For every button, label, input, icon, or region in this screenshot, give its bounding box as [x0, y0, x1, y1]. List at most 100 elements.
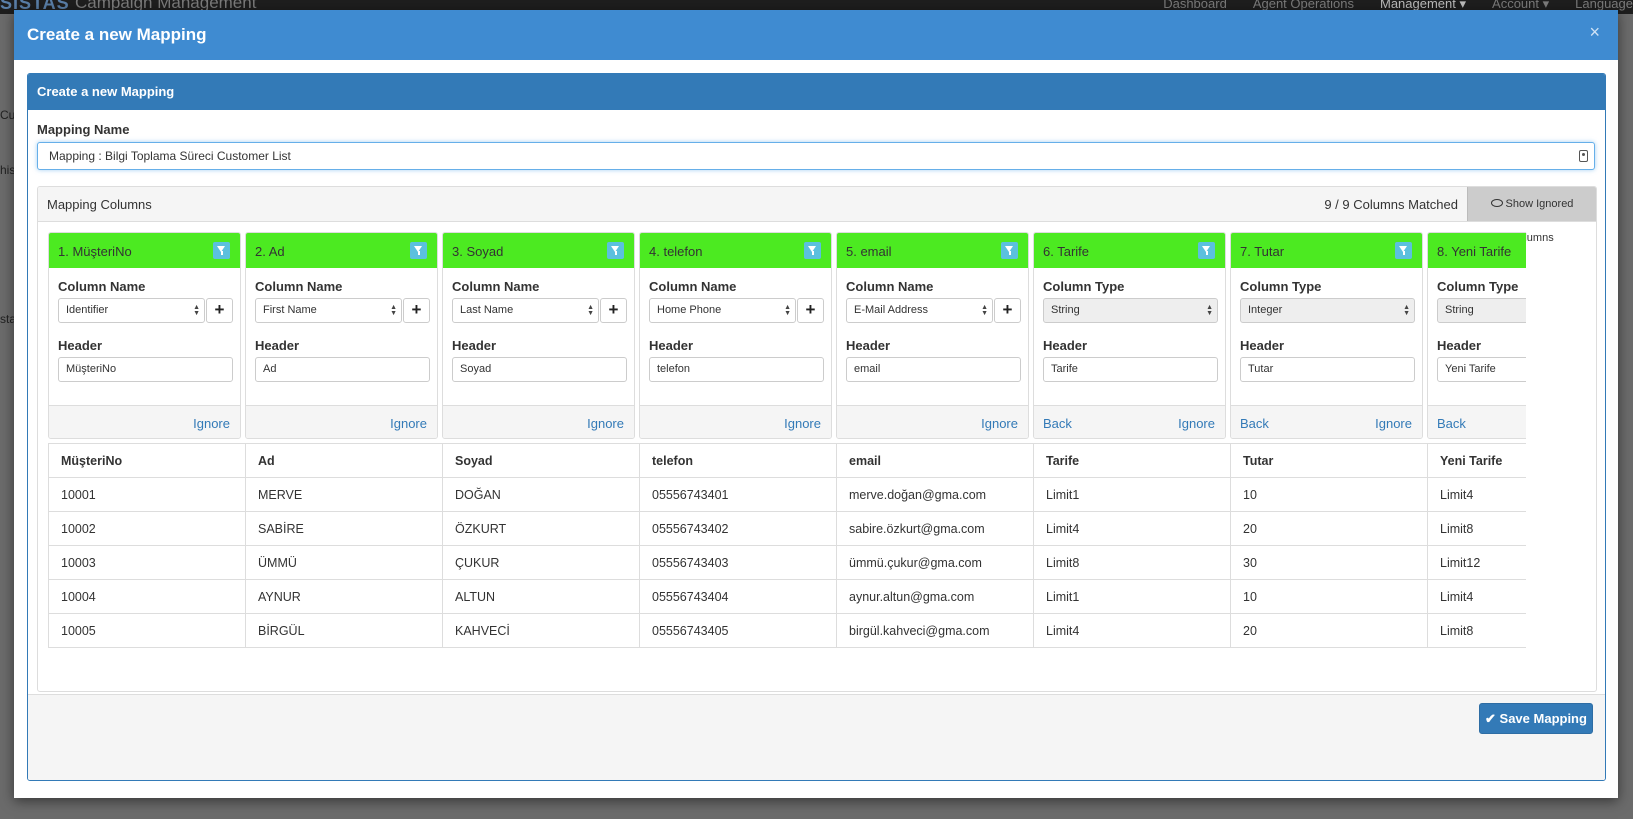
header-input[interactable]: Yeni Tarife: [1437, 357, 1526, 382]
table-cell: Limit4: [1427, 477, 1526, 512]
mapping-name-input[interactable]: [37, 142, 1595, 170]
filter-icon[interactable]: [607, 242, 624, 259]
column-select[interactable]: Identifier ▲ ▼: [58, 298, 205, 323]
header-input[interactable]: Soyad: [452, 357, 627, 382]
back-link[interactable]: Back: [1240, 416, 1269, 431]
table-body: 10001 MERVE DOĞAN 05556743401 merve.doğan@gm…: [48, 477, 1526, 648]
ignore-link[interactable]: Ignore: [587, 416, 624, 431]
column-card-title: 3. Soyad: [452, 244, 504, 259]
app-title: Campaign Management: [75, 0, 257, 12]
contact-card-icon[interactable]: [1579, 150, 1588, 162]
mapping-columns-title: Mapping Columns: [47, 197, 152, 212]
table-header-cell: Soyad: [442, 443, 640, 478]
ignore-link[interactable]: Ignore: [981, 416, 1018, 431]
panel-heading: Create a new Mapping: [28, 74, 1605, 110]
ignore-link[interactable]: Ignore: [193, 416, 230, 431]
add-column-button[interactable]: +: [994, 298, 1021, 323]
ignore-link[interactable]: Ignore: [1375, 416, 1412, 431]
column-card-title: 8. Yeni Tarife: [1437, 244, 1512, 259]
mapping-columns-panel: Mapping Columns 9 / 9 Columns Matched Sh…: [37, 186, 1597, 692]
background-nav-item: Language: [1575, 0, 1633, 11]
column-select-value: First Name: [263, 304, 317, 316]
column-card-header: 8. Yeni Tarife: [1428, 233, 1526, 268]
header-input[interactable]: Tarife: [1043, 357, 1218, 382]
background-text-fragment: Cus: [0, 108, 22, 122]
add-column-button[interactable]: +: [600, 298, 627, 323]
filter-icon[interactable]: [1395, 242, 1412, 259]
column-card-header: 7. Tutar: [1231, 233, 1422, 268]
column-select[interactable]: Last Name ▲ ▼: [452, 298, 599, 323]
table-cell: 10005: [48, 613, 246, 648]
column-card: 8. Yeni Tarife Column Type String▲▼ Header Y…: [1427, 232, 1526, 439]
column-select-value: Last Name: [460, 304, 514, 316]
modal-header: Create a new Mapping ×: [14, 10, 1618, 60]
header-input[interactable]: MüşteriNo: [58, 357, 233, 382]
column-select-label: Column Name: [649, 279, 737, 294]
table-cell: 10002: [48, 511, 246, 546]
column-card: 7. Tutar Column Type Integer ▲ ▼ Header Tutar B…: [1230, 232, 1423, 439]
header-label: Header: [452, 338, 497, 353]
table-header-cell: Tutar: [1230, 443, 1428, 478]
table-cell: ÇUKUR: [442, 545, 640, 580]
eye-icon: [1490, 199, 1503, 208]
header-input[interactable]: telefon: [649, 357, 824, 382]
filter-icon[interactable]: [213, 242, 230, 259]
table-row: 10004 AYNUR ALTUN 05556743404 aynur.altun@gm…: [48, 579, 1526, 614]
filter-icon[interactable]: [1198, 242, 1215, 259]
column-card-header: 5. email: [837, 233, 1028, 268]
column-select[interactable]: String▲▼: [1437, 298, 1526, 323]
column-select[interactable]: Home Phone ▲ ▼: [649, 298, 796, 323]
header-label: Header: [649, 338, 694, 353]
column-select[interactable]: Integer ▲ ▼: [1240, 298, 1415, 323]
header-input[interactable]: Tutar: [1240, 357, 1415, 382]
close-icon[interactable]: ×: [1589, 22, 1600, 42]
column-card: 3. Soyad Column Name Last Name ▲ ▼ + Header Soy…: [442, 232, 635, 439]
back-link[interactable]: Back: [1437, 416, 1466, 431]
column-select-value: Identifier: [66, 304, 109, 316]
add-column-button[interactable]: +: [797, 298, 824, 323]
table-cell: Limit4: [1033, 511, 1231, 546]
column-card: 4. telefon Column Name Home Phone ▲ ▼ + Header…: [639, 232, 832, 439]
ignore-link[interactable]: Ignore: [390, 416, 427, 431]
table-cell: SABİRE: [245, 511, 443, 546]
header-label: Header: [255, 338, 300, 353]
table-cell: 10003: [48, 545, 246, 580]
column-card-footer: Ignore: [246, 405, 437, 438]
header-label: Header: [1437, 338, 1482, 353]
ignore-link[interactable]: Ignore: [784, 416, 821, 431]
column-select[interactable]: String▲▼: [1043, 298, 1218, 323]
column-cards: 1. MüşteriNo Column Name Identifier ▲ ▼ + Head…: [48, 232, 1526, 447]
header-input[interactable]: email: [846, 357, 1021, 382]
table-cell: BİRGÜL: [245, 613, 443, 648]
column-select-value: String: [1051, 304, 1080, 316]
add-column-button[interactable]: +: [206, 298, 233, 323]
save-mapping-button[interactable]: ✔ Save Mapping: [1479, 703, 1593, 734]
select-arrows-icon: ▲ ▼: [587, 304, 594, 317]
table-cell: 05556743401: [639, 477, 837, 512]
column-select[interactable]: E-Mail Address ▲ ▼: [846, 298, 993, 323]
filter-icon[interactable]: [804, 242, 821, 259]
add-column-button[interactable]: +: [403, 298, 430, 323]
table-cell: 10: [1230, 477, 1428, 512]
table-cell: 10004: [48, 579, 246, 614]
show-ignored-columns-button[interactable]: Show Ignored Columns: [1467, 187, 1596, 244]
back-link[interactable]: Back: [1043, 416, 1072, 431]
table-header-row: MüşteriNo Ad Soyad telefon email Tarife Tutar Y…: [48, 443, 1526, 478]
select-arrows-icon: ▲ ▼: [981, 304, 988, 317]
table-cell: Limit4: [1033, 613, 1231, 648]
column-card-footer: Back Ignore: [1231, 405, 1422, 438]
table-cell: ümmü.çukur@gma.com: [836, 545, 1034, 580]
column-select[interactable]: First Name ▲ ▼: [255, 298, 402, 323]
mapping-panel: Create a new Mapping Mapping Name Mappin…: [27, 73, 1606, 781]
brand-logo: SISTAS: [0, 0, 70, 13]
table-cell: aynur.altun@gma.com: [836, 579, 1034, 614]
column-card-footer: Ignore: [640, 405, 831, 438]
table-cell: AYNUR: [245, 579, 443, 614]
ignore-link[interactable]: Ignore: [1178, 416, 1215, 431]
column-card-footer: Ignore: [837, 405, 1028, 438]
header-input[interactable]: Ad: [255, 357, 430, 382]
column-card-title: 1. MüşteriNo: [58, 244, 132, 259]
filter-icon[interactable]: [1001, 242, 1018, 259]
filter-icon[interactable]: [410, 242, 427, 259]
